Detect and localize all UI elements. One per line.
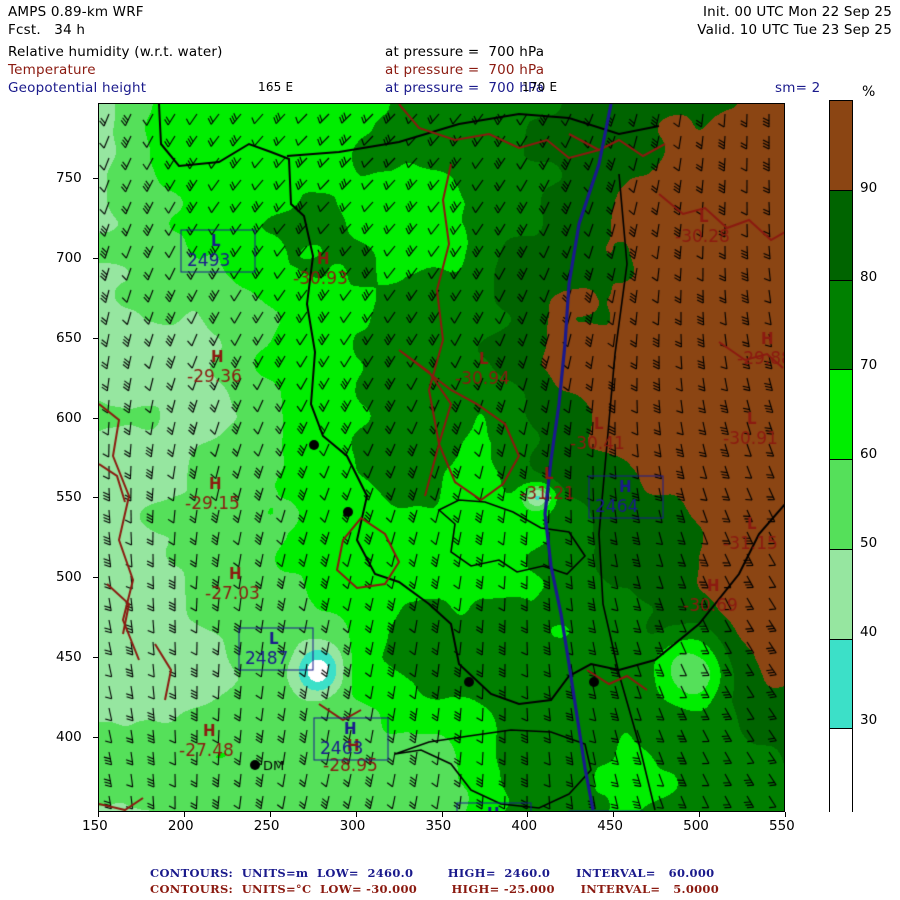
field-name-geopotential: Geopotential height	[8, 80, 147, 96]
x-axis-tickmark	[613, 812, 615, 817]
colorbar-tick-50: 50	[860, 534, 878, 551]
colorbar-band-30-40	[830, 638, 852, 729]
y-axis-tickmark	[93, 657, 98, 659]
x-axis-tickmark	[269, 812, 271, 817]
colorbar-tick-60: 60	[860, 446, 878, 462]
colorbar-band-30	[830, 728, 852, 818]
x-axis-tick-500: 500	[683, 818, 709, 834]
colorbar-band-80-90	[830, 189, 852, 280]
x-axis-tick-550: 550	[769, 818, 795, 834]
y-axis-tickmark	[93, 178, 98, 179]
colorbar-tick-40: 40	[860, 623, 878, 640]
colorbar-tick-80: 80	[860, 268, 878, 285]
y-axis-tick-550: 550	[56, 489, 82, 506]
y-axis-tickmark	[93, 577, 98, 579]
colorbar-band-50-60	[830, 459, 852, 549]
y-axis-tickmark	[93, 257, 98, 259]
smoothing-label: sm= 2	[775, 80, 821, 96]
field-pressure-temperature: at pressure = 700 hPa	[385, 62, 545, 78]
x-axis-tick-200: 200	[167, 818, 194, 834]
footer-height-contours: CONTOURS: UNITS=m LOW= 2460.0 HIGH= 2460…	[150, 866, 715, 880]
colorbar-tick-30: 30	[860, 712, 878, 729]
footer-temp-contours: CONTOURS: UNITS=°C LOW= -30.000 HIGH= -2…	[150, 882, 720, 896]
model-title: AMPS 0.89-km WRF	[8, 4, 144, 20]
y-axis-tickmark	[93, 737, 98, 738]
y-axis-tick-450: 450	[56, 649, 82, 666]
init-time: Init. 00 UTC Mon 22 Sep 25	[702, 4, 892, 20]
y-axis-tick-500: 500	[56, 569, 82, 586]
field-name-humidity: Relative humidity (w.r.t. water)	[8, 44, 223, 60]
y-axis-tick-750: 750	[56, 170, 82, 186]
x-axis-tickmark	[441, 812, 443, 817]
map-plot-area[interactable]	[98, 103, 785, 812]
field-name-temperature: Temperature	[8, 62, 96, 78]
x-axis-tickmark	[98, 812, 99, 817]
colorbar	[829, 100, 853, 818]
y-axis-tick-650: 650	[56, 329, 82, 346]
colorbar-band-40-50	[830, 548, 852, 639]
colorbar-tick-70: 70	[860, 357, 878, 374]
x-axis-tickmark	[527, 812, 529, 817]
x-axis-tick-300: 300	[339, 818, 366, 834]
x-axis-tick-250: 250	[253, 818, 280, 834]
colorbar-band-60-70	[830, 369, 852, 459]
y-axis-tickmark	[93, 417, 98, 419]
colorbar-band-70-80	[830, 279, 852, 370]
forecast-hour: Fcst. 34 h	[8, 22, 86, 38]
y-axis-tick-700: 700	[56, 249, 82, 266]
y-axis-tick-600: 600	[56, 409, 82, 426]
x-axis-tick-150: 150	[82, 818, 108, 834]
map-canvas	[99, 104, 784, 811]
colorbar-tick-90: 90	[860, 179, 878, 196]
y-axis-tickmark	[93, 497, 98, 499]
x-axis-tick-350: 350	[425, 818, 452, 834]
colorbar-band-90	[830, 101, 852, 190]
longitude-label-165e: 165 E	[258, 80, 294, 94]
field-pressure-geopotential: at pressure = 700 hPa	[385, 80, 545, 96]
x-axis-tickmark	[699, 812, 701, 817]
valid-time: Valid. 10 UTC Tue 23 Sep 25	[697, 22, 892, 38]
y-axis-tick-400: 400	[56, 729, 82, 745]
colorbar-units: %	[862, 84, 876, 100]
y-axis-tickmark	[93, 337, 98, 339]
x-axis-tick-450: 450	[597, 818, 624, 834]
x-axis-tickmark	[785, 812, 786, 817]
longitude-label-170e: 170 E	[522, 80, 558, 94]
field-pressure-humidity: at pressure = 700 hPa	[385, 44, 545, 60]
x-axis-tickmark	[183, 812, 185, 817]
x-axis-tick-400: 400	[511, 818, 538, 834]
x-axis-tickmark	[355, 812, 357, 817]
